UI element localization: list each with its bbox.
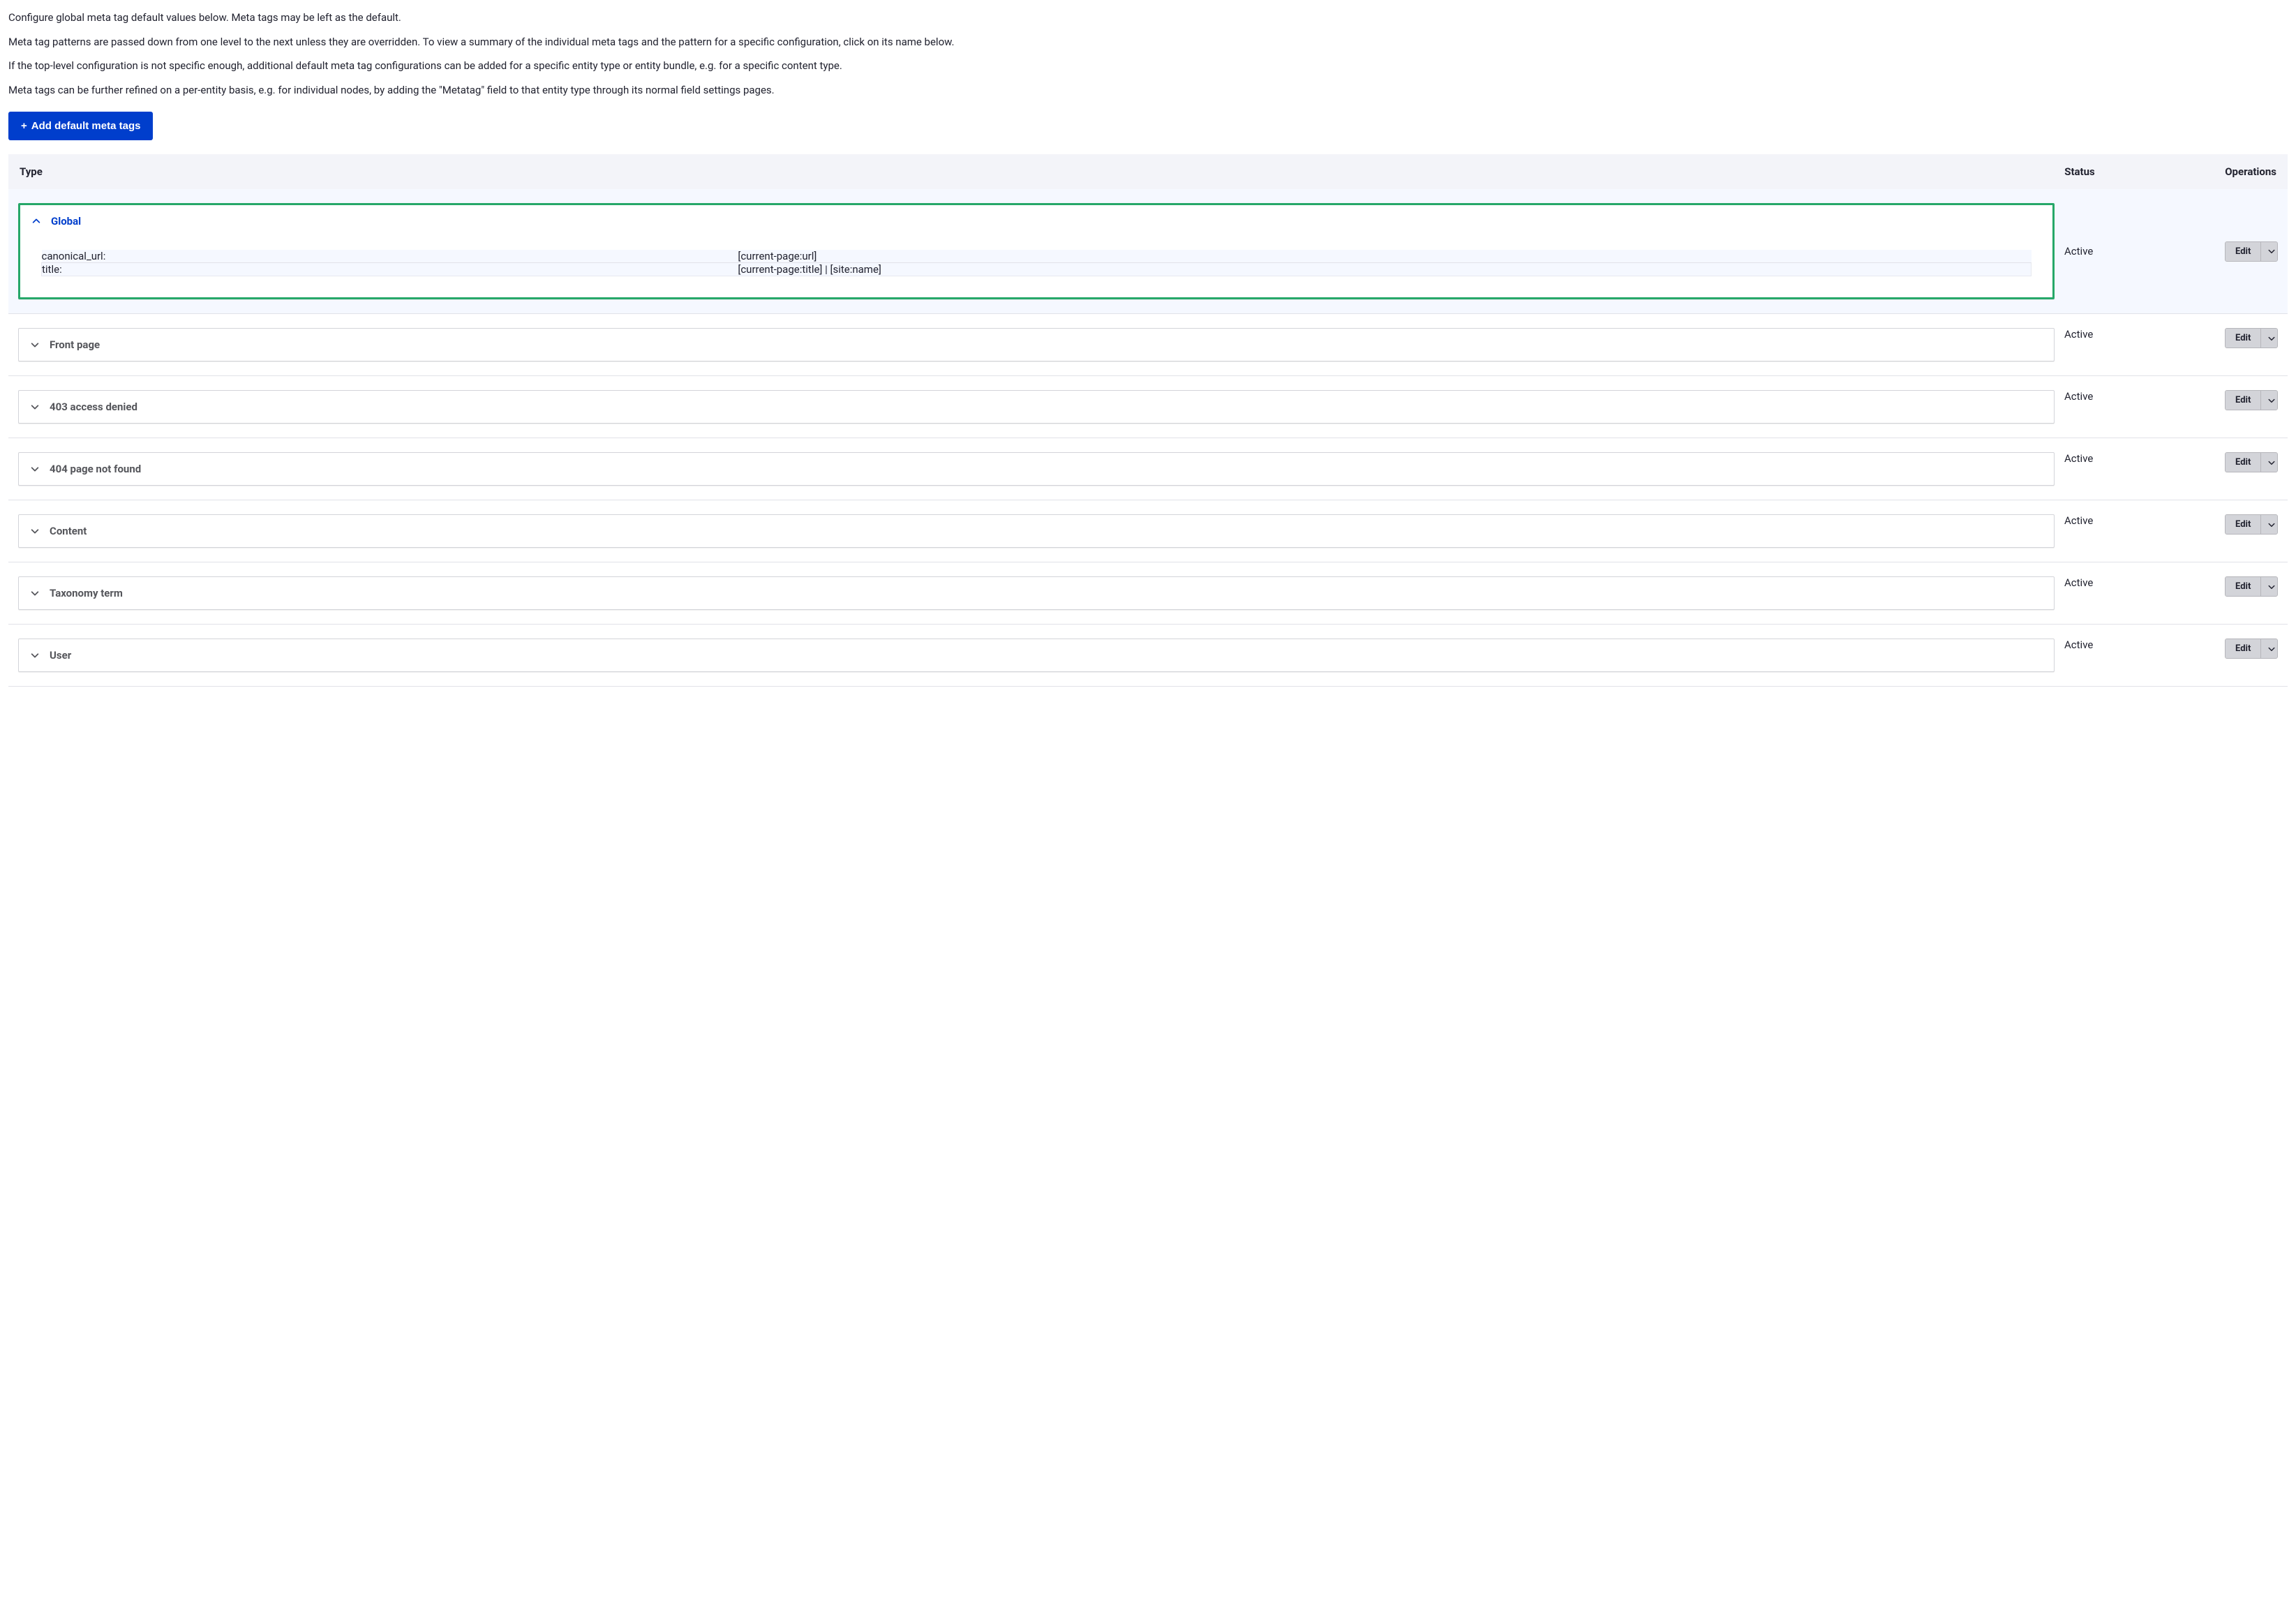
operations-toggle[interactable] (2260, 453, 2278, 472)
plus-icon: + (21, 120, 27, 132)
chevron-down-icon (2267, 521, 2276, 529)
type-details-box: Global canonical_url:[current-page:url]ti… (18, 203, 2055, 299)
type-label: 403 access denied (50, 401, 137, 413)
detail-value: [current-page:url] (738, 250, 2031, 263)
type-toggle[interactable]: Taxonomy term (19, 577, 2054, 609)
operations-toggle[interactable] (2260, 577, 2278, 596)
edit-button[interactable]: Edit (2226, 639, 2260, 658)
chevron-down-icon (30, 464, 40, 474)
column-header-operations: Operations (2214, 154, 2288, 189)
chevron-down-icon (30, 650, 40, 660)
operations-dropbutton: Edit (2225, 390, 2278, 410)
chevron-up-icon (31, 216, 41, 226)
type-toggle[interactable]: 404 page not found (19, 453, 2054, 485)
column-header-status: Status (2053, 154, 2214, 189)
type-details-box: Content (18, 514, 2055, 548)
operations-dropbutton: Edit (2225, 241, 2278, 262)
status-label: Active (2064, 639, 2093, 651)
status-label: Active (2064, 514, 2093, 527)
type-details-box: Taxonomy term (18, 576, 2055, 610)
type-toggle[interactable]: Global (20, 205, 2052, 237)
chevron-down-icon (30, 340, 40, 350)
type-details-box: 403 access denied (18, 390, 2055, 424)
operations-dropbutton: Edit (2225, 576, 2278, 597)
type-label: Content (50, 525, 87, 537)
type-details-box: Front page (18, 328, 2055, 361)
edit-button[interactable]: Edit (2226, 577, 2260, 596)
intro-p3: If the top-level configuration is not sp… (8, 58, 2288, 74)
type-label: Front page (50, 338, 100, 351)
chevron-down-icon (2267, 247, 2276, 255)
chevron-down-icon (2267, 334, 2276, 343)
metatag-defaults-table: Type Status Operations Global canonical_u… (8, 154, 2288, 687)
chevron-down-icon (2267, 396, 2276, 405)
chevron-down-icon (30, 526, 40, 536)
edit-button[interactable]: Edit (2226, 242, 2260, 261)
intro-p1: Configure global meta tag default values… (8, 10, 2288, 26)
add-default-meta-tags-button[interactable]: + Add default meta tags (8, 112, 153, 140)
operations-toggle[interactable] (2260, 639, 2278, 658)
type-label: 404 page not found (50, 463, 141, 475)
chevron-down-icon (2267, 458, 2276, 467)
type-toggle[interactable]: 403 access denied (19, 391, 2054, 423)
type-details-box: User (18, 639, 2055, 672)
type-label: Taxonomy term (50, 587, 123, 599)
type-toggle[interactable]: User (19, 639, 2054, 671)
edit-button[interactable]: Edit (2226, 329, 2260, 348)
type-toggle[interactable]: Content (19, 515, 2054, 547)
column-header-type: Type (8, 154, 2053, 189)
operations-toggle[interactable] (2260, 391, 2278, 410)
status-label: Active (2064, 245, 2093, 257)
operations-dropbutton: Edit (2225, 639, 2278, 659)
operations-dropbutton: Edit (2225, 452, 2278, 472)
type-label: User (50, 649, 71, 662)
type-details-box: 404 page not found (18, 452, 2055, 486)
type-label: Global (51, 215, 81, 227)
intro-p2: Meta tag patterns are passed down from o… (8, 34, 2288, 50)
detail-value: [current-page:title] | [site:name] (738, 263, 2031, 276)
operations-dropbutton: Edit (2225, 514, 2278, 535)
chevron-down-icon (2267, 583, 2276, 591)
type-toggle[interactable]: Front page (19, 329, 2054, 361)
status-label: Active (2064, 576, 2093, 589)
status-label: Active (2064, 328, 2093, 341)
edit-button[interactable]: Edit (2226, 515, 2260, 534)
edit-button[interactable]: Edit (2226, 391, 2260, 410)
type-details-body: canonical_url:[current-page:url]title:[c… (20, 237, 2052, 297)
chevron-down-icon (30, 402, 40, 412)
status-label: Active (2064, 452, 2093, 465)
intro-p4: Meta tags can be further refined on a pe… (8, 82, 2288, 98)
chevron-down-icon (30, 588, 40, 598)
operations-toggle[interactable] (2260, 515, 2278, 534)
intro-text: Configure global meta tag default values… (8, 10, 2288, 98)
operations-toggle[interactable] (2260, 242, 2278, 261)
add-button-label: Add default meta tags (31, 120, 141, 132)
operations-dropbutton: Edit (2225, 328, 2278, 348)
chevron-down-icon (2267, 645, 2276, 653)
status-label: Active (2064, 390, 2093, 403)
detail-key: title: (42, 263, 738, 276)
edit-button[interactable]: Edit (2226, 453, 2260, 472)
detail-key: canonical_url: (42, 250, 738, 263)
operations-toggle[interactable] (2260, 329, 2278, 348)
